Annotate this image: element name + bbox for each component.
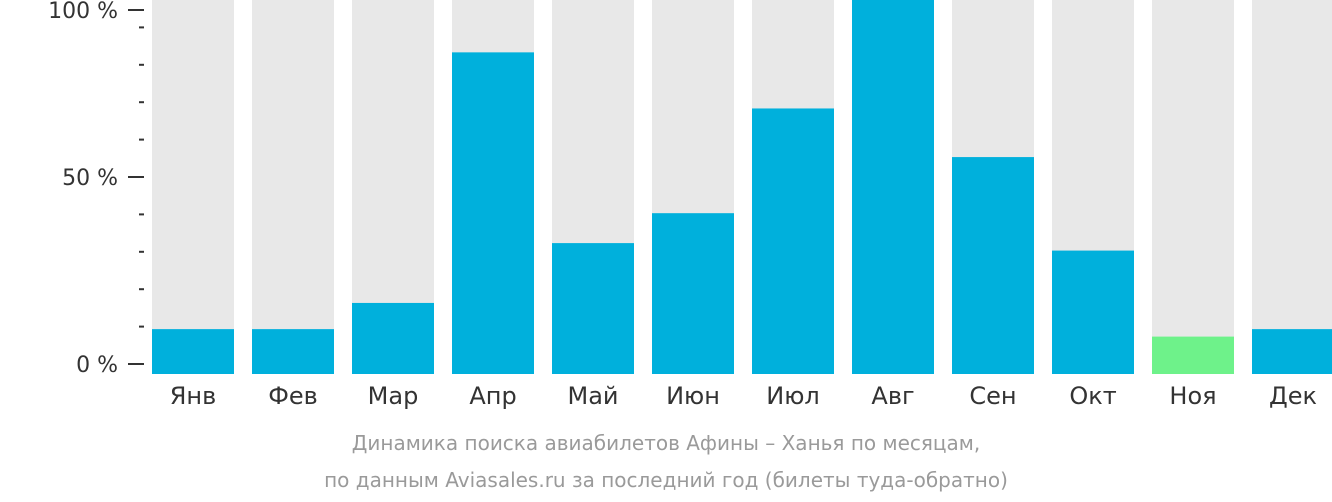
bar-4 — [452, 52, 534, 375]
chart-caption-line-1: Динамика поиска авиабилетов Афины – Хань… — [351, 431, 981, 455]
bar-8 — [852, 0, 934, 374]
x-tick-label: Дек — [1269, 382, 1317, 410]
bar-1 — [152, 329, 234, 374]
bar-5 — [552, 243, 634, 374]
bar-background — [1152, 0, 1234, 374]
bar-11 — [1152, 336, 1234, 374]
x-tick-label: Май — [567, 382, 618, 410]
bar-9 — [952, 157, 1034, 374]
chart-caption-line-2: по данным Aviasales.ru за последний год … — [324, 468, 1008, 492]
x-tick-label: Авг — [871, 382, 914, 410]
y-axis: 0 % 50 % 100 % — [48, 0, 144, 378]
bar-7 — [752, 108, 834, 375]
x-tick-label: Апр — [469, 382, 516, 410]
bar-10 — [1052, 250, 1134, 374]
bar-6 — [652, 213, 734, 374]
x-tick-label: Мар — [368, 382, 419, 410]
y-tick-label: 0 % — [76, 353, 118, 378]
x-tick-label: Фев — [268, 382, 318, 410]
y-tick-label: 50 % — [62, 166, 118, 191]
x-axis-labels: Янв Фев Мар Апр Май Июн Июл Авг Сен Окт Ноя Дек — [170, 382, 1317, 410]
bars — [152, 0, 1332, 375]
bar-background — [1252, 0, 1332, 374]
bar-2 — [252, 329, 334, 374]
x-tick-label: Сен — [969, 382, 1016, 410]
x-tick-label: Ноя — [1169, 382, 1216, 410]
y-tick-label: 100 % — [48, 0, 118, 24]
x-tick-label: Июн — [666, 382, 720, 410]
bar-background — [252, 0, 334, 374]
bar-background — [152, 0, 234, 374]
x-tick-label: Окт — [1069, 382, 1116, 410]
x-tick-label: Янв — [170, 382, 217, 410]
bar-12 — [1252, 329, 1332, 374]
x-tick-label: Июл — [766, 382, 820, 410]
bar-3 — [352, 302, 434, 374]
